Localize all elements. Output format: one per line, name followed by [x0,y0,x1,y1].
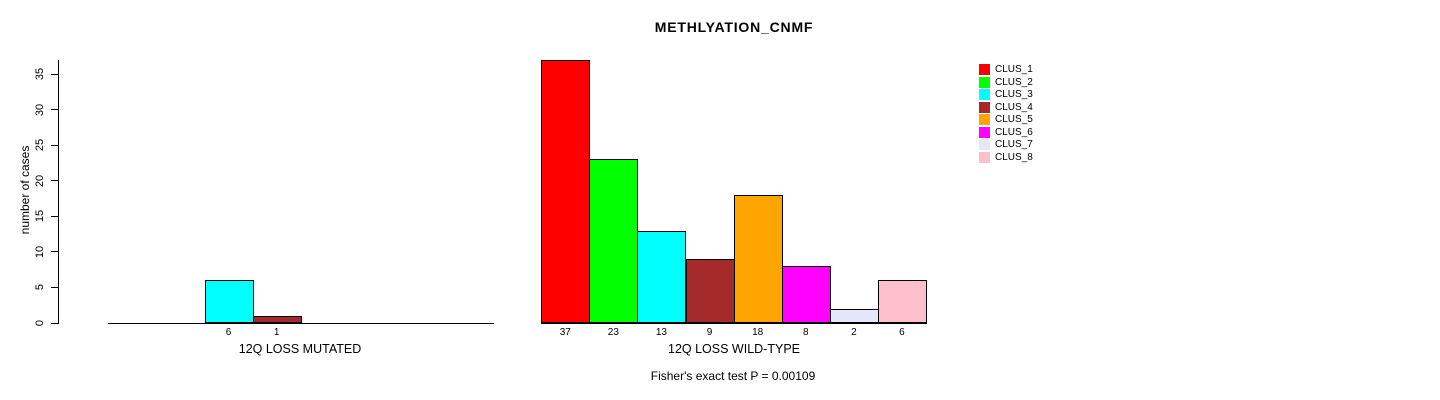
y-axis-tick-label: 0 [34,319,46,327]
bar-clus_3 [637,230,687,323]
x-axis-label-mutated: 12Q LOSS MUTATED [238,342,362,356]
bar-clus_2 [589,159,639,323]
y-axis-tick [51,144,58,146]
bar-clus_7 [829,308,879,323]
chart-title: METHLYATION_CNMF [654,19,814,35]
y-axis-title: number of cases [18,145,32,235]
x-axis-baseline [541,323,927,324]
y-axis-tick-label: 10 [34,245,46,258]
bar-value-label: 6 [899,327,905,338]
y-axis-line [58,60,59,324]
bar-clus_8 [877,280,927,323]
y-axis-tick [51,215,58,217]
bar-value-label: 13 [655,327,667,338]
legend-swatch-icon [979,101,990,113]
y-axis-tick [51,109,58,111]
legend-label: CLUS_5 [995,114,1033,126]
y-axis-tick-label: 15 [34,210,46,223]
legend-label: CLUS_7 [995,139,1033,151]
bar-clus_4 [685,258,735,323]
legend-swatch-icon [979,114,990,126]
bar-value-label: 6 [225,327,232,338]
bar-clus_3 [204,280,254,323]
bar-clus_4 [252,315,302,323]
y-axis-tick [51,286,58,288]
legend-label: CLUS_2 [995,76,1033,88]
bar-value-label: 37 [559,327,571,338]
bar-clus_6 [781,266,831,323]
legend-swatch-icon [979,89,990,101]
legend-label: CLUS_1 [995,64,1033,75]
fisher-test-annotation: Fisher's exact test P = 0.00109 [650,369,816,383]
y-axis-tick [51,322,58,324]
legend-label: CLUS_8 [995,151,1033,163]
legend-label: CLUS_4 [995,101,1033,113]
legend-swatch-icon [979,64,990,75]
y-axis-tick-label: 35 [34,67,46,81]
x-axis-baseline [108,323,495,324]
y-axis-tick-label: 25 [34,139,46,152]
bar-value-label: 9 [706,327,713,338]
bar-clus_5 [733,194,783,323]
y-axis-tick [51,251,58,253]
bar-value-label: 2 [851,327,857,338]
bar-value-label: 23 [607,327,619,338]
y-axis-tick-label: 5 [34,284,46,291]
x-axis-label-wildtype: 12Q LOSS WILD-TYPE [668,342,800,356]
legend-swatch-icon [979,139,990,151]
bar-value-label: 18 [752,327,764,338]
y-axis-tick-label: 30 [34,103,46,116]
bar-value-label: 8 [802,327,809,338]
y-axis-tick-label: 20 [34,174,46,187]
bar-clus_1 [541,59,591,323]
y-axis-tick [51,73,58,75]
legend-label: CLUS_3 [995,89,1033,101]
legend-label: CLUS_6 [995,126,1033,138]
legend-swatch-icon [979,76,990,88]
y-axis-tick [51,180,58,182]
bar-value-label: 1 [273,327,280,338]
legend-swatch-icon [979,126,990,138]
legend-swatch-icon [979,151,990,163]
